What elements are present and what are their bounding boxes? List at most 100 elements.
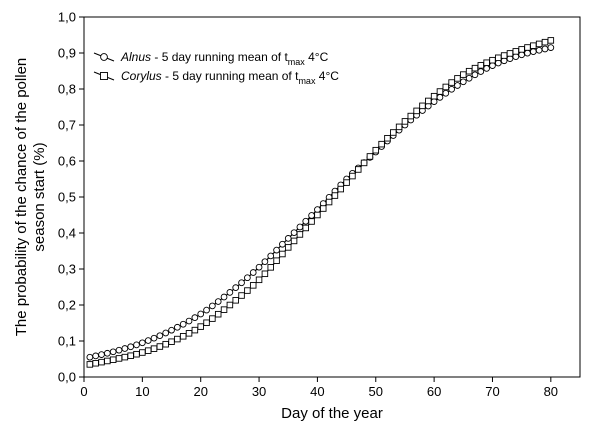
legend-label: Alnus - 5 day running mean of tmax 4°C: [120, 50, 329, 67]
data-point-square: [407, 112, 415, 120]
data-point-circle: [284, 235, 292, 242]
series-corylus: [86, 37, 555, 368]
data-point-square: [150, 345, 158, 352]
data-point-square: [109, 356, 117, 363]
series-layer: [86, 37, 555, 368]
data-point-square: [168, 338, 175, 345]
data-point-circle: [174, 323, 181, 331]
data-point-circle: [471, 71, 479, 79]
data-point-square: [430, 92, 438, 100]
y-tick-label: 0,8: [58, 82, 76, 97]
x-tick-label: 0: [80, 384, 87, 399]
data-point-circle: [442, 89, 450, 97]
data-point-square: [495, 54, 502, 62]
y-axis-title-line2: season start (%): [31, 142, 48, 251]
legend: Alnus - 5 day running mean of tmax 4°C Co…: [93, 50, 339, 86]
data-point-circle: [150, 334, 158, 342]
data-point-circle: [261, 258, 269, 266]
legend-subscript: max: [298, 76, 316, 86]
data-point-square: [524, 44, 531, 51]
data-point-square: [156, 343, 164, 350]
data-point-square: [401, 118, 409, 125]
data-point-square: [302, 224, 309, 232]
data-point-circle: [209, 302, 216, 310]
data-point-square: [296, 231, 304, 238]
data-point-square: [477, 62, 485, 69]
data-point-circle: [86, 353, 94, 361]
data-point-square: [98, 358, 105, 366]
data-point-square: [395, 123, 403, 131]
data-point-circle: [535, 46, 543, 54]
legend-subscript: max: [288, 57, 306, 67]
data-point-square: [518, 46, 525, 53]
data-point-circle: [220, 293, 228, 301]
data-point-square: [214, 310, 222, 318]
data-point-square: [489, 56, 496, 64]
data-point-square: [530, 42, 537, 49]
data-point-square: [144, 347, 152, 354]
data-point-square: [284, 244, 292, 251]
legend-label: Corylus - 5 day running mean of tmax 4°C: [121, 69, 339, 86]
data-point-circle: [483, 65, 490, 72]
data-point-square: [413, 107, 420, 115]
data-point-square: [255, 276, 263, 284]
data-point-circle: [459, 78, 467, 86]
data-point-circle: [144, 337, 152, 344]
data-point-circle: [267, 252, 275, 260]
data-point-square: [220, 306, 228, 313]
data-point-square: [273, 257, 280, 264]
y-tick-label: 0,4: [58, 226, 76, 241]
data-point-circle: [249, 269, 257, 276]
data-point-square: [238, 292, 245, 299]
data-point-circle: [290, 229, 298, 237]
data-point-square: [547, 37, 555, 44]
data-point-square: [290, 237, 298, 245]
x-tick-label: 50: [369, 384, 383, 399]
data-point-square: [209, 315, 216, 322]
data-point-circle: [465, 74, 473, 82]
data-point-circle: [273, 246, 280, 254]
legend-marker-circle: [100, 53, 108, 61]
data-point-square: [139, 349, 146, 356]
data-point-circle: [547, 44, 555, 51]
data-point-square: [191, 326, 199, 334]
x-axis-title: Day of the year: [281, 405, 383, 422]
data-point-square: [92, 360, 99, 367]
data-point-square: [425, 97, 432, 105]
data-point-circle: [314, 206, 321, 213]
legend-threshold: 4°C: [305, 50, 329, 64]
y-tick-label: 0,6: [58, 154, 76, 169]
data-point-circle: [185, 317, 193, 325]
data-point-square: [378, 140, 385, 148]
y-tick-label: 0,7: [58, 118, 76, 133]
data-point-square: [174, 335, 181, 343]
data-point-square: [314, 211, 321, 219]
data-point-square: [460, 71, 467, 78]
data-point-square: [535, 40, 543, 48]
data-point-circle: [98, 351, 105, 358]
data-point-circle: [133, 341, 140, 349]
y-tick-label: 0,3: [58, 262, 76, 277]
data-point-circle: [103, 349, 111, 357]
data-point-circle: [162, 329, 170, 337]
legend-taxon: Corylus: [121, 69, 162, 83]
data-point-circle: [232, 284, 240, 291]
data-point-square: [121, 353, 129, 361]
data-point-square: [267, 264, 274, 271]
data-point-square: [337, 185, 345, 193]
data-point-circle: [121, 345, 129, 352]
data-point-square: [483, 59, 490, 66]
data-point-circle: [541, 45, 549, 53]
legend-item-corylus: Corylus - 5 day running mean of tmax 4°C: [93, 69, 339, 86]
data-point-square: [343, 179, 350, 186]
legend-marker-square: [100, 72, 108, 80]
data-point-square: [104, 357, 111, 365]
data-point-circle: [524, 49, 531, 57]
data-point-square: [244, 287, 251, 294]
data-point-square: [325, 198, 333, 206]
data-point-circle: [109, 348, 117, 356]
data-point-circle: [179, 320, 187, 328]
y-axis: 0,0 0,1 0,2 0,3 0,4 0,5 0,6 0,7 0,8 0,9 1,0: [58, 10, 84, 385]
data-point-square: [115, 355, 123, 362]
data-point-square: [390, 129, 397, 136]
